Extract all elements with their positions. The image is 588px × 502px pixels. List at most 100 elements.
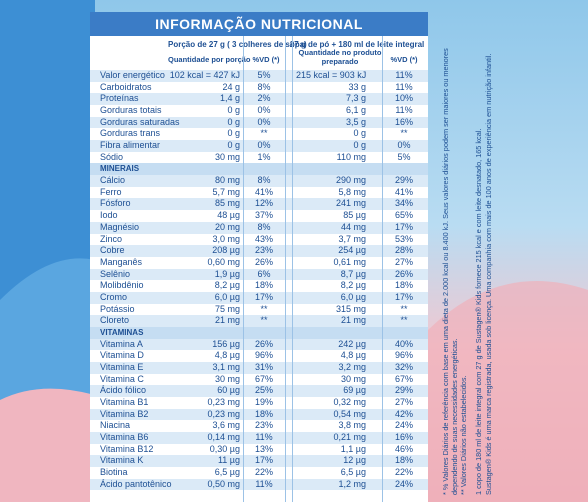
cell: 241 mg: [335, 198, 366, 209]
cell: 6,5 µg: [214, 467, 240, 478]
table-row: Sódio 30 mg 1% 110 mg 5%: [90, 151, 428, 164]
table-row: Vitamina K 11 µg 17% 12 µg 18%: [90, 455, 428, 468]
cell: **: [400, 128, 408, 139]
section-row: VITAMINAS: [90, 326, 428, 339]
cell: 40%: [394, 338, 413, 349]
cell: 3,6 mg: [212, 420, 240, 431]
cell: 17%: [254, 291, 273, 302]
cell: 3,7 mg: [338, 233, 366, 244]
table-row: Valor energético 102 kcal = 427 kJ 5% 215 k…: [90, 70, 428, 82]
cell: 4,8 µg: [214, 350, 240, 361]
table-row: Vitamina B6 0,14 mg 11% 0,21 mg 16%: [90, 432, 428, 444]
table-row: Cloreto 21 mg ** 21 mg **: [90, 315, 428, 327]
cell: 8,2 µg: [214, 280, 240, 291]
cell: 1,1 µg: [340, 443, 366, 454]
table-row: Biotina 6,5 µg 22% 6,5 µg 22%: [90, 467, 428, 479]
cell: 0,30 µg: [209, 443, 240, 454]
cell: 2%: [257, 93, 271, 104]
table-row: Iodo 48 µg 37% 85 µg 65%: [90, 210, 428, 222]
cell: 23%: [254, 420, 273, 431]
cell: 0,23 mg: [207, 408, 240, 419]
cell: 7,3 g: [345, 93, 366, 104]
cell: 0 g: [227, 116, 240, 127]
prepared-header: 27 g de pó + 180 ml de leite integral: [289, 40, 425, 49]
cell: 24%: [394, 420, 413, 431]
cell: 37%: [254, 210, 273, 221]
cell: 0 g: [227, 128, 240, 139]
table-row: Vitamina B12 0,30 µg 13% 1,1 µg 46%: [90, 443, 428, 456]
cell: 102 kcal = 427 kJ: [169, 70, 240, 80]
table-row: Selênio 1,9 µg 6% 8,7 µg 26%: [90, 268, 428, 281]
footnote: * % Valores Diários de referência com ba…: [441, 48, 450, 495]
cell: 0%: [397, 140, 411, 151]
cell: 215 kcal = 903 kJ: [296, 70, 367, 80]
cell: Gorduras trans: [100, 128, 161, 139]
cell: 3,8 mg: [338, 420, 366, 431]
cell: 25%: [254, 385, 273, 396]
section-title: VITAMINAS: [100, 327, 144, 337]
table-row: Potássio 75 mg ** 315 mg **: [90, 303, 428, 316]
column-header: Quantidade por porção: [168, 55, 251, 64]
cell: 12%: [254, 198, 273, 209]
cell: 30 mg: [340, 373, 366, 384]
cell: 23%: [254, 245, 273, 256]
cell: 8%: [257, 175, 271, 186]
cell: 0,61 mg: [333, 256, 366, 267]
cell: 67%: [394, 373, 413, 384]
table-row: Fibra alimentar 0 g 0% 0 g 0%: [90, 140, 428, 152]
cell: 24%: [394, 478, 413, 489]
cell: 6,0 µg: [214, 291, 240, 302]
cell: 16%: [394, 116, 413, 127]
table-row: Vitamina C 30 mg 67% 30 mg 67%: [90, 373, 428, 386]
table-row: Vitamina A 156 µg 26% 242 µg 40%: [90, 338, 428, 351]
cell: 11%: [255, 432, 273, 443]
cell: **: [260, 315, 268, 326]
cell: 10%: [394, 93, 413, 104]
cell: 33 g: [348, 81, 366, 92]
footnote: dependendo de suas necessidades energéti…: [450, 338, 459, 495]
cell: 110 mg: [336, 151, 366, 162]
table-row: Vitamina E 3,1 mg 31% 3,2 mg 32%: [90, 362, 428, 374]
footnote: Sustagen® Kids é uma marca registrada, u…: [484, 54, 493, 495]
cell: 3,2 mg: [338, 362, 366, 372]
cell: 3,0 mg: [212, 233, 240, 244]
column-divider: [292, 36, 293, 502]
table-row: Fósforo 85 mg 12% 241 mg 34%: [90, 198, 428, 211]
cell: 0 g: [353, 128, 366, 139]
cell: 11%: [395, 81, 413, 92]
cell: Fibra alimentar: [100, 140, 161, 151]
cell: 43%: [254, 233, 273, 244]
cell: 1,4 g: [219, 93, 240, 104]
cell: 96%: [254, 350, 273, 361]
cell: 0 g: [227, 105, 240, 116]
cell: 18%: [394, 455, 413, 466]
cell: 6%: [257, 268, 271, 279]
cell: **: [400, 315, 408, 326]
cell: 27%: [394, 256, 413, 267]
cell: **: [400, 303, 408, 314]
cell: 11%: [395, 105, 413, 116]
table-row: Ácido fólico 60 µg 25% 69 µg 29%: [90, 385, 428, 398]
cell: 41%: [394, 186, 413, 197]
cell: 17%: [394, 221, 413, 232]
cell: 48 µg: [217, 210, 240, 221]
cell: 41%: [254, 186, 273, 197]
cell: 0,14 mg: [207, 432, 240, 443]
cell: Gorduras saturadas: [100, 116, 180, 127]
cell: 0,23 mg: [207, 397, 240, 408]
cell: 30 mg: [214, 373, 240, 384]
cell: 6,5 µg: [340, 467, 366, 478]
cell: 0 g: [353, 140, 366, 151]
cell: 22%: [394, 467, 413, 478]
cell: Vitamina B12: [100, 443, 154, 454]
table-row: Proteínas 1,4 g 2% 7,3 g 10%: [90, 93, 428, 106]
cell: 67%: [254, 373, 273, 384]
cell: 19%: [254, 397, 273, 408]
column-header: Quantidade no produto preparado: [298, 48, 382, 66]
cell: 0,21 mg: [333, 432, 366, 443]
cell: Potássio: [100, 303, 135, 314]
cell: 3,1 mg: [212, 362, 240, 372]
cell: 208 µg: [212, 245, 240, 256]
table-row: Magnésio 20 mg 8% 44 mg 17%: [90, 221, 428, 234]
